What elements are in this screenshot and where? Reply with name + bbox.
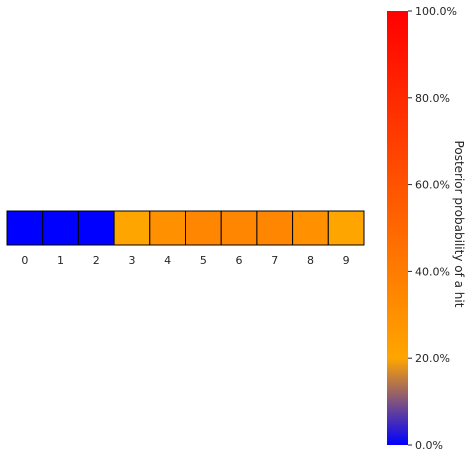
heatmap-cell-8 [292,210,329,246]
x-tick-label: 1 [57,254,64,267]
x-tick-label: 3 [128,254,135,267]
colorbar-tick-label: 100.0% [415,5,457,18]
x-tick-label: 9 [343,254,350,267]
x-tick-labels: 0 1 2 3 4 5 6 7 8 9 [21,254,349,267]
heatmap-cell-9 [327,210,365,246]
heatmap-cell-2 [77,210,115,246]
x-tick-label: 0 [21,254,28,267]
colorbar-tick-label: 40.0% [415,265,450,278]
heatmap-cell-0 [6,210,44,246]
x-tick-label: 7 [271,254,278,267]
heatmap-cell-7 [256,210,294,246]
heatmap-cell-3 [113,210,151,246]
heatmap-cells [6,210,365,246]
x-tick-label: 2 [93,254,100,267]
colorbar-tick-label: 0.0% [415,439,443,452]
x-tick-label: 4 [164,254,171,267]
x-tick-label: 8 [307,254,314,267]
colorbar [387,11,408,445]
heatmap-cell-6 [220,210,258,246]
colorbar-tick-label: 20.0% [415,352,450,365]
colorbar-label: Posterior probability of a hit [452,141,466,308]
colorbar-tick-label: 80.0% [415,92,450,105]
colorbar-ticks: 0.0% 20.0% 40.0% 60.0% 80.0% 100.0% [408,5,457,452]
heatmap-cell-1 [42,210,79,246]
heatmap-cell-4 [149,210,187,246]
x-tick-label: 6 [236,254,243,267]
heatmap-cell-5 [185,210,222,246]
colorbar-tick-label: 60.0% [415,179,450,192]
x-tick-label: 5 [200,254,207,267]
